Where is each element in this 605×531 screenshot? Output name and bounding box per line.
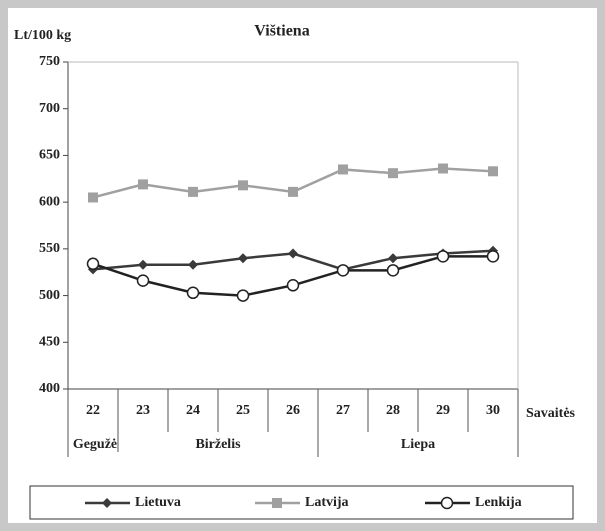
x-tick-label: 30: [486, 403, 500, 418]
data-point: [388, 168, 398, 179]
data-point: [238, 180, 248, 191]
data-point: [88, 192, 98, 203]
y-tick-label: 700: [39, 101, 60, 116]
legend-label: Latvija: [305, 495, 349, 510]
x-axis-label: Savaitės: [526, 406, 576, 421]
data-point: [388, 253, 398, 264]
data-point: [188, 186, 198, 197]
y-tick-label: 500: [39, 288, 60, 303]
data-point: [186, 286, 200, 300]
data-point: [238, 253, 248, 264]
legend-label: Lietuva: [135, 495, 181, 510]
data-point: [338, 164, 348, 175]
x-tick-label: 23: [136, 403, 150, 418]
y-tick-label: 550: [39, 241, 60, 256]
y-tick-label: 400: [39, 381, 60, 396]
month-label: Birželis: [195, 437, 241, 452]
data-point: [286, 279, 300, 292]
y-tick-label: 600: [39, 194, 60, 209]
data-point: [288, 186, 298, 197]
y-axis-label: Lt/100 kg: [14, 28, 71, 43]
data-point: [86, 257, 100, 271]
x-tick-label: 25: [236, 403, 250, 418]
data-point: [136, 274, 150, 287]
legend-box: [29, 485, 574, 520]
data-point: [288, 248, 298, 259]
month-label: Gegužė: [73, 437, 117, 452]
legend-marker: [272, 498, 282, 508]
data-point: [438, 163, 448, 174]
data-point: [488, 166, 498, 177]
data-point: [336, 264, 350, 277]
x-tick-label: 28: [386, 403, 400, 418]
legend-marker: [102, 498, 112, 508]
y-tick-label: 750: [39, 54, 60, 69]
month-label: Liepa: [401, 437, 435, 452]
data-point: [386, 264, 400, 277]
y-tick-label: 450: [39, 335, 60, 350]
data-point: [138, 179, 148, 190]
data-point: [486, 250, 500, 263]
chart-title: Vištiena: [254, 23, 309, 40]
y-tick-label: 650: [39, 148, 60, 163]
data-point: [236, 289, 250, 302]
x-tick-label: 26: [286, 403, 300, 418]
x-tick-label: 24: [186, 403, 200, 418]
legend-marker: [440, 496, 454, 510]
data-point: [138, 259, 148, 270]
data-point: [436, 250, 450, 263]
legend-label: Lenkija: [475, 495, 522, 510]
x-tick-label: 22: [86, 403, 100, 418]
x-tick-label: 27: [336, 403, 350, 418]
data-point: [188, 259, 198, 270]
x-tick-label: 29: [436, 403, 450, 418]
